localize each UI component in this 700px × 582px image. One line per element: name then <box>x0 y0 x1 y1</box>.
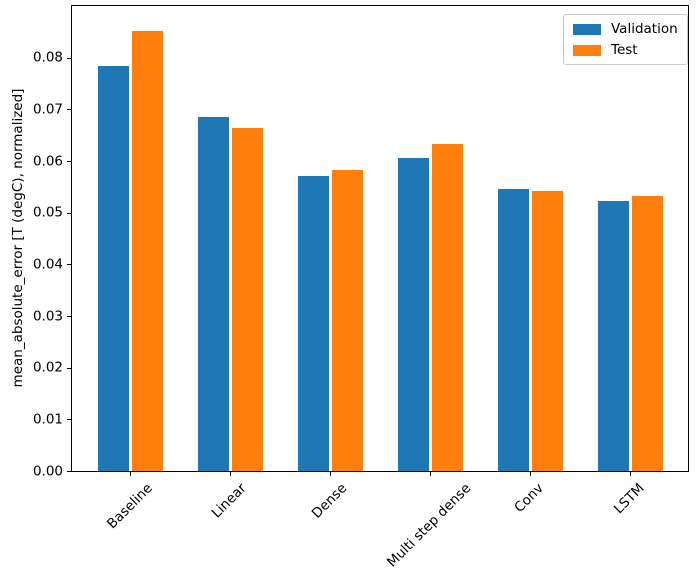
plot-area <box>71 5 689 472</box>
bar-test-linear <box>231 128 263 471</box>
y-axis-label: mean_absolute_error [T (degC), normalize… <box>10 88 26 388</box>
y-tick-label: 0.03 <box>32 307 63 324</box>
bar-validation-linear <box>197 117 229 471</box>
y-tick-label: 0.07 <box>32 101 63 118</box>
legend-entry-test: Test <box>573 42 678 58</box>
y-tick-mark <box>67 109 71 111</box>
x-tick-mark <box>129 472 131 476</box>
x-tick-mark <box>229 472 231 476</box>
y-tick-label: 0.02 <box>32 359 63 376</box>
y-tick-label: 0.08 <box>32 49 63 66</box>
bar-test-multi-step-dense <box>431 144 463 471</box>
y-tick-label: 0.05 <box>32 204 63 221</box>
y-tick-label: 0.06 <box>32 152 63 169</box>
x-tick-label-conv: Conv <box>511 480 548 516</box>
y-tick-mark <box>67 367 71 369</box>
y-tick-mark <box>67 264 71 266</box>
bar-test-lstm <box>631 196 663 471</box>
legend: Validation Test <box>563 14 688 66</box>
bar-validation-baseline <box>97 65 129 471</box>
bar-test-baseline <box>131 30 163 471</box>
y-tick-mark <box>67 212 71 214</box>
legend-swatch-validation-icon <box>573 23 601 35</box>
bar-validation-multi-step-dense <box>397 158 429 471</box>
bar-validation-lstm <box>597 201 629 471</box>
y-tick-mark <box>67 316 71 317</box>
legend-label-test: Test <box>611 42 638 59</box>
bar-validation-conv <box>497 188 529 471</box>
y-tick-mark <box>67 419 71 421</box>
x-tick-label-baseline: Baseline <box>103 480 156 533</box>
y-tick-mark <box>67 57 71 59</box>
bar-validation-dense <box>297 176 329 471</box>
x-tick-label-dense: Dense <box>308 480 350 522</box>
y-tick-mark <box>67 161 71 162</box>
x-tick-mark <box>429 472 431 476</box>
y-tick-label: 0.01 <box>32 411 63 428</box>
x-tick-label-linear: Linear <box>208 480 250 522</box>
x-tick-label-multi-step-dense: Multi step dense <box>383 480 475 571</box>
x-tick-mark <box>529 472 531 476</box>
bar-test-dense <box>331 169 363 471</box>
bar-test-conv <box>531 191 563 471</box>
y-tick-label: 0.04 <box>32 256 63 273</box>
legend-label-validation: Validation <box>611 21 678 37</box>
x-tick-label-lstm: LSTM <box>610 480 648 518</box>
x-tick-mark <box>629 472 631 476</box>
y-tick-label: 0.00 <box>32 462 63 479</box>
x-tick-mark <box>329 472 331 476</box>
legend-swatch-test-icon <box>573 44 601 56</box>
y-tick-mark <box>67 471 71 472</box>
legend-entry-validation: Validation <box>573 21 678 37</box>
